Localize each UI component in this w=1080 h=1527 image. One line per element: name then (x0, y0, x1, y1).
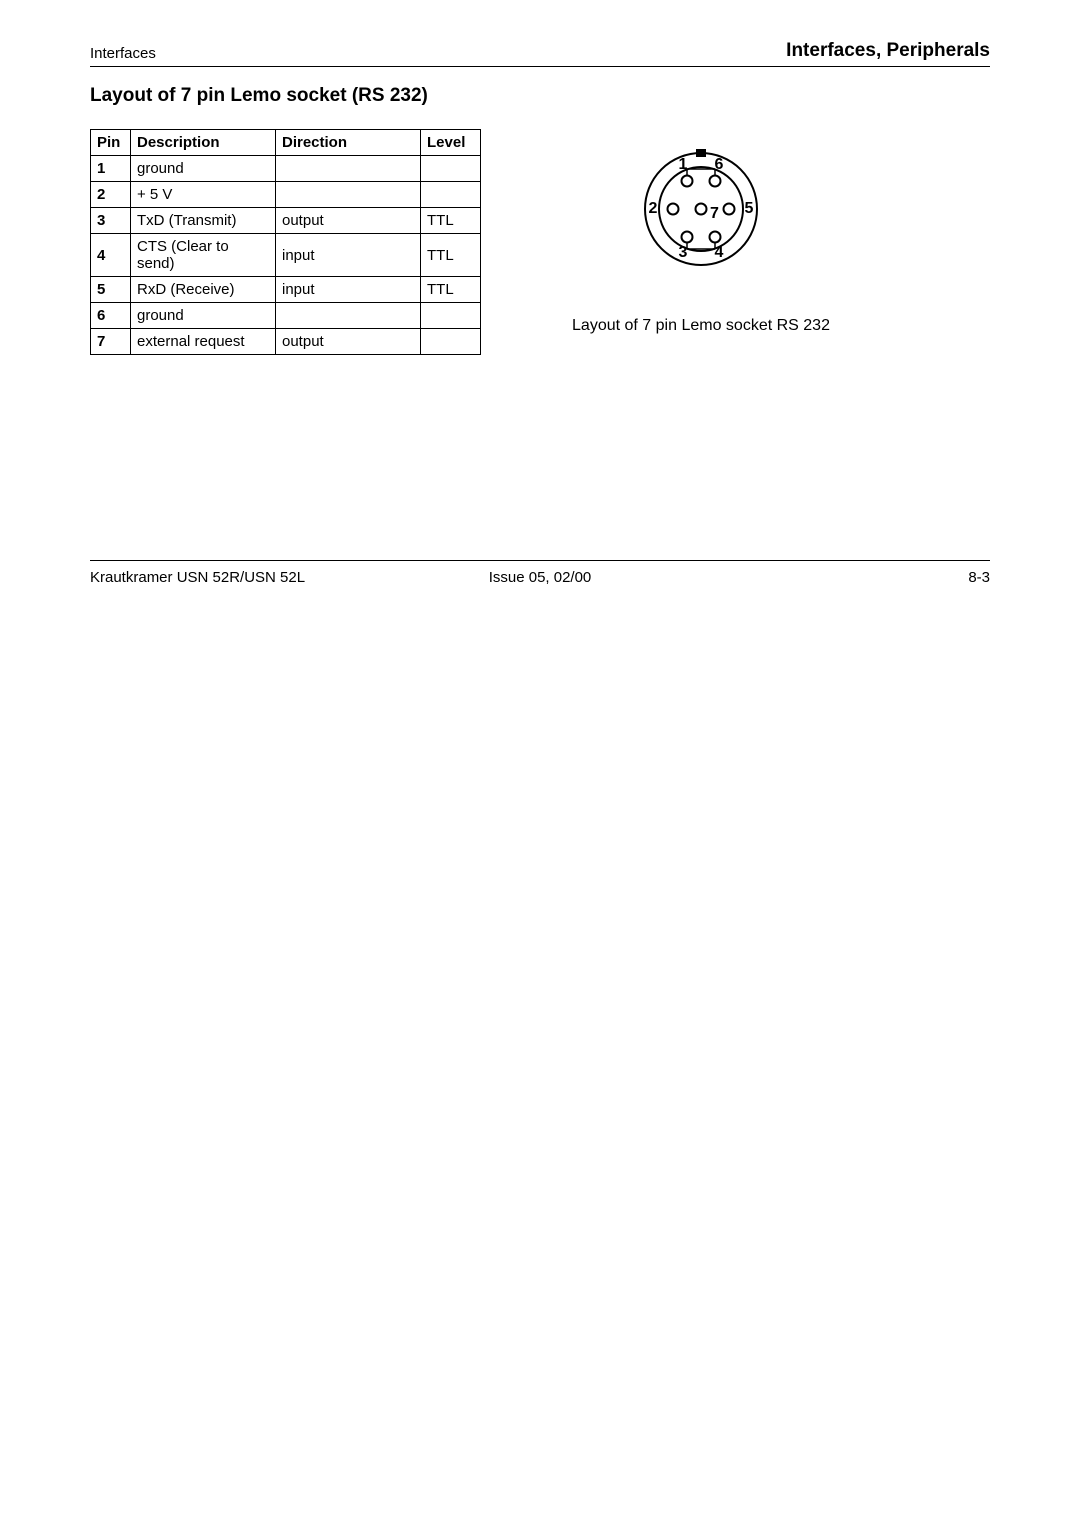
col-header-desc: Description (131, 130, 276, 156)
cell-pin: 7 (91, 329, 131, 355)
cell-level (421, 329, 481, 355)
cell-desc: + 5 V (131, 182, 276, 208)
cell-pin: 1 (91, 156, 131, 182)
cell-dir: input (276, 234, 421, 277)
content-row: Pin Description Direction Level 1 ground (90, 129, 990, 355)
svg-text:1: 1 (679, 156, 688, 173)
cell-desc: RxD (Receive) (131, 277, 276, 303)
table-row: 5 RxD (Receive) input TTL (91, 277, 481, 303)
cell-dir (276, 156, 421, 182)
cell-pin: 4 (91, 234, 131, 277)
section-title: Layout of 7 pin Lemo socket (RS 232) (90, 85, 990, 107)
cell-pin: 3 (91, 208, 131, 234)
footer-rule (90, 560, 990, 561)
footer-left: Krautkramer USN 52R/USN 52L (90, 569, 305, 586)
table-row: 4 CTS (Clear to send) input TTL (91, 234, 481, 277)
svg-text:4: 4 (715, 244, 724, 261)
page: Interfaces Interfaces, Peripherals Layou… (0, 0, 1080, 1527)
pin-table-wrap: Pin Description Direction Level 1 ground (90, 129, 481, 355)
col-header-dir: Direction (276, 130, 421, 156)
cell-level: TTL (421, 234, 481, 277)
col-header-pin: Pin (91, 130, 131, 156)
cell-desc: TxD (Transmit) (131, 208, 276, 234)
cell-level (421, 303, 481, 329)
cell-dir (276, 303, 421, 329)
cell-dir (276, 182, 421, 208)
cell-desc: ground (131, 303, 276, 329)
cell-level: TTL (421, 208, 481, 234)
footer-row: Issue 05, 02/00 Krautkramer USN 52R/USN … (90, 569, 990, 586)
cell-desc: CTS (Clear to send) (131, 234, 276, 277)
col-header-level: Level (421, 130, 481, 156)
svg-text:3: 3 (679, 244, 688, 261)
cell-pin: 2 (91, 182, 131, 208)
table-row: 7 external request output (91, 329, 481, 355)
svg-text:6: 6 (715, 156, 724, 173)
header-left: Interfaces (90, 45, 156, 62)
connector-diagram-column: 1 6 2 5 3 4 7 Layout of 7 pin Lemo socket RS 2… (551, 129, 851, 335)
table-row: 6 ground (91, 303, 481, 329)
table-row: 2 + 5 V (91, 182, 481, 208)
cell-level: TTL (421, 277, 481, 303)
cell-dir: output (276, 329, 421, 355)
cell-dir: output (276, 208, 421, 234)
svg-text:5: 5 (745, 200, 754, 217)
page-footer: Issue 05, 02/00 Krautkramer USN 52R/USN … (90, 560, 990, 586)
cell-level (421, 156, 481, 182)
cell-pin: 6 (91, 303, 131, 329)
table-row: 1 ground (91, 156, 481, 182)
cell-level (421, 182, 481, 208)
cell-desc: external request (131, 329, 276, 355)
footer-right: 8-3 (968, 569, 990, 586)
cell-dir: input (276, 277, 421, 303)
svg-text:2: 2 (649, 200, 658, 217)
cell-desc: ground (131, 156, 276, 182)
pin-table: Pin Description Direction Level 1 ground (90, 129, 481, 355)
diagram-caption: Layout of 7 pin Lemo socket RS 232 (572, 317, 830, 335)
header-right: Interfaces, Peripherals (786, 40, 990, 62)
connector-diagram: 1 6 2 5 3 4 7 (551, 129, 851, 299)
table-row: 3 TxD (Transmit) output TTL (91, 208, 481, 234)
cell-pin: 5 (91, 277, 131, 303)
page-header: Interfaces Interfaces, Peripherals (90, 40, 990, 67)
svg-text:7: 7 (710, 205, 719, 222)
table-header-row: Pin Description Direction Level (91, 130, 481, 156)
